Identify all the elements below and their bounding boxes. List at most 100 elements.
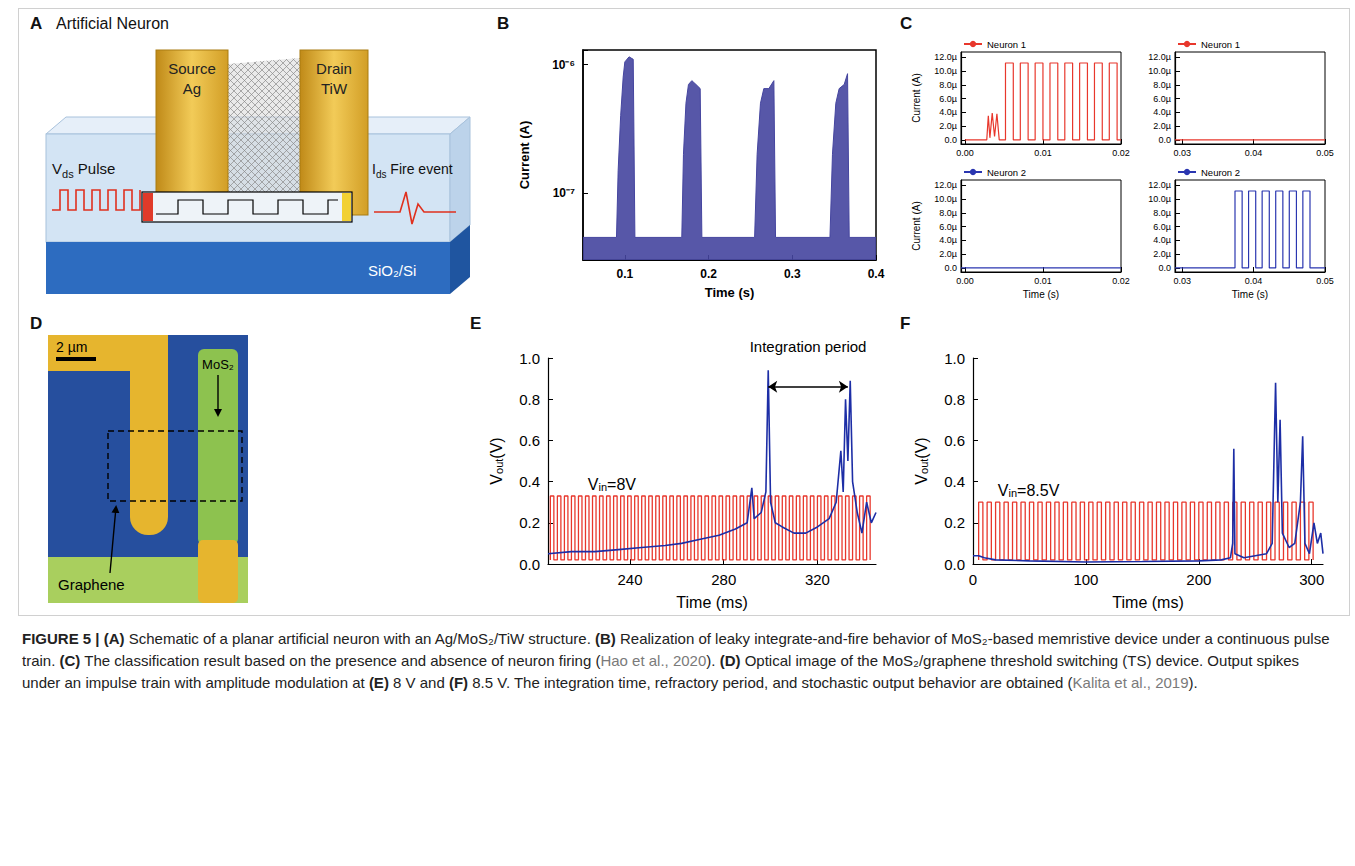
svg-text:0.02: 0.02 (1112, 148, 1130, 158)
svg-text:10.0µ: 10.0µ (934, 194, 957, 204)
svg-text:0.00: 0.00 (956, 276, 974, 286)
svg-text:10⁻⁷: 10⁻⁷ (553, 186, 575, 200)
svg-text:Time (s): Time (s) (1232, 289, 1268, 300)
svg-text:10.0µ: 10.0µ (934, 66, 957, 76)
svg-text:0.2: 0.2 (944, 514, 965, 531)
svg-text:Neuron 1: Neuron 1 (987, 39, 1026, 50)
svg-text:6.0µ: 6.0µ (939, 94, 957, 104)
svg-text:0.0: 0.0 (944, 135, 957, 145)
svg-text:2 µm: 2 µm (56, 339, 87, 355)
svg-text:200: 200 (1186, 571, 1211, 588)
svg-text:Integration period: Integration period (750, 338, 867, 355)
svg-text:0.0: 0.0 (944, 556, 965, 573)
svg-text:0.3: 0.3 (784, 267, 801, 281)
svg-text:0.04: 0.04 (1245, 148, 1263, 158)
svg-text:out: out (493, 459, 505, 474)
svg-text:Neuron 2: Neuron 2 (1201, 167, 1240, 178)
svg-text:10⁻⁶: 10⁻⁶ (552, 58, 575, 72)
svg-text:Current (A): Current (A) (911, 73, 922, 122)
svg-text:Time (s): Time (s) (705, 285, 755, 300)
svg-text:10.0µ: 10.0µ (1148, 66, 1171, 76)
svg-text:2.0µ: 2.0µ (1153, 121, 1171, 131)
svg-text:0.03: 0.03 (1173, 276, 1191, 286)
svg-text:4.0µ: 4.0µ (1153, 107, 1171, 117)
svg-text:0.4: 0.4 (868, 267, 885, 281)
svg-text:Time (ms): Time (ms) (1112, 594, 1183, 611)
svg-text:1.0: 1.0 (944, 350, 965, 367)
svg-text:100: 100 (1073, 571, 1098, 588)
svg-text:0.0: 0.0 (1158, 135, 1171, 145)
svg-text:2.0µ: 2.0µ (939, 249, 957, 259)
svg-text:0.6: 0.6 (519, 432, 540, 449)
svg-text:0.8: 0.8 (519, 391, 540, 408)
svg-text:0.2: 0.2 (700, 267, 717, 281)
svg-text:MoS₂: MoS₂ (202, 357, 234, 372)
svg-text:Graphene: Graphene (58, 576, 125, 593)
svg-text:12.0µ: 12.0µ (934, 180, 957, 190)
svg-text:10.0µ: 10.0µ (1148, 194, 1171, 204)
svg-text:0.4: 0.4 (944, 473, 965, 490)
svg-text:0.04: 0.04 (1245, 276, 1263, 286)
svg-text:Source: Source (168, 60, 216, 77)
svg-text:=8V: =8V (607, 476, 636, 493)
svg-text:2.0µ: 2.0µ (1153, 249, 1171, 259)
svg-text:SiO₂/Si: SiO₂/Si (368, 262, 416, 279)
svg-text:1.0: 1.0 (519, 350, 540, 367)
svg-text:6.0µ: 6.0µ (939, 222, 957, 232)
svg-text:0.6: 0.6 (944, 432, 965, 449)
svg-text:12.0µ: 12.0µ (1148, 180, 1171, 190)
svg-text:(V): (V) (488, 437, 505, 458)
svg-text:0.1: 0.1 (617, 267, 634, 281)
svg-text:8.0µ: 8.0µ (1153, 80, 1171, 90)
svg-text:280: 280 (711, 571, 736, 588)
svg-text:V: V (913, 474, 930, 485)
svg-text:V: V (488, 474, 505, 485)
svg-text:0.01: 0.01 (1034, 148, 1052, 158)
svg-text:Neuron 1: Neuron 1 (1201, 39, 1240, 50)
svg-text:8.0µ: 8.0µ (939, 80, 957, 90)
svg-text:V: V (998, 482, 1009, 499)
svg-text:0: 0 (969, 571, 977, 588)
svg-text:TiW: TiW (321, 80, 348, 97)
svg-text:Time (ms): Time (ms) (676, 594, 747, 611)
svg-text:12.0µ: 12.0µ (934, 52, 957, 62)
svg-text:0.8: 0.8 (944, 391, 965, 408)
svg-text:Current (A): Current (A) (517, 121, 532, 190)
svg-text:320: 320 (805, 571, 830, 588)
svg-text:8.0µ: 8.0µ (1153, 208, 1171, 218)
svg-text:0.05: 0.05 (1316, 276, 1334, 286)
svg-text:Current (A): Current (A) (911, 201, 922, 250)
svg-text:6.0µ: 6.0µ (1153, 222, 1171, 232)
svg-text:Ids Fire event: Ids Fire event (372, 161, 453, 180)
svg-text:=8.5V: =8.5V (1017, 482, 1060, 499)
svg-text:2.0µ: 2.0µ (939, 121, 957, 131)
svg-text:240: 240 (617, 571, 642, 588)
svg-text:V: V (588, 476, 599, 493)
svg-text:8.0µ: 8.0µ (939, 208, 957, 218)
svg-text:Drain: Drain (316, 60, 352, 77)
svg-text:12.0µ: 12.0µ (1148, 52, 1171, 62)
svg-text:6.0µ: 6.0µ (1153, 94, 1171, 104)
svg-text:Neuron 2: Neuron 2 (987, 167, 1026, 178)
svg-text:300: 300 (1299, 571, 1324, 588)
svg-text:0.0: 0.0 (1158, 263, 1171, 273)
svg-text:0.01: 0.01 (1034, 276, 1052, 286)
svg-text:0.00: 0.00 (956, 148, 974, 158)
svg-text:(V): (V) (913, 437, 930, 458)
svg-text:Vds Pulse: Vds Pulse (52, 160, 115, 180)
svg-text:0.2: 0.2 (519, 514, 540, 531)
svg-text:4.0µ: 4.0µ (939, 107, 957, 117)
svg-text:4.0µ: 4.0µ (1153, 235, 1171, 245)
svg-text:0.03: 0.03 (1173, 148, 1191, 158)
svg-text:0.0: 0.0 (944, 263, 957, 273)
svg-text:4.0µ: 4.0µ (939, 235, 957, 245)
svg-text:in: in (1009, 487, 1018, 499)
svg-text:0.4: 0.4 (519, 473, 540, 490)
svg-text:Ag: Ag (183, 80, 201, 97)
svg-text:0.05: 0.05 (1316, 148, 1334, 158)
svg-text:out: out (918, 459, 930, 474)
svg-text:in: in (599, 481, 608, 493)
svg-text:0.02: 0.02 (1112, 276, 1130, 286)
svg-text:Time (s): Time (s) (1023, 289, 1059, 300)
svg-text:0.0: 0.0 (519, 556, 540, 573)
